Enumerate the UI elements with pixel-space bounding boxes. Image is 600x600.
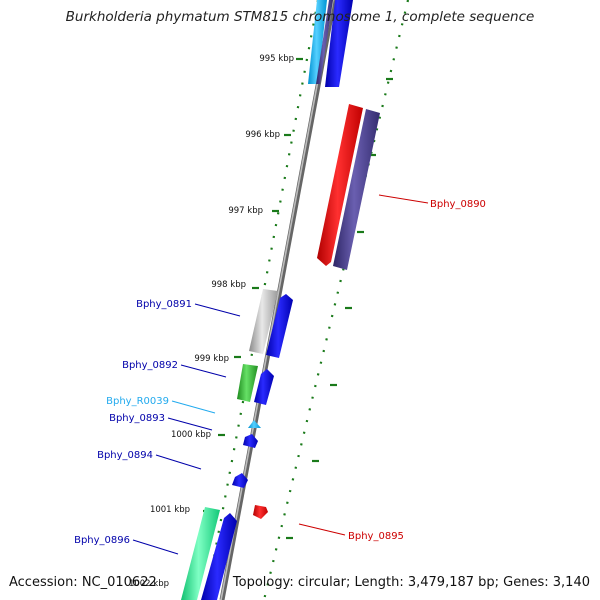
gene-feature-bphy-0891-gray — [249, 289, 278, 354]
tick-label-998: 998 kbp — [211, 280, 246, 290]
gene-feature-bphy-0890-red — [317, 104, 363, 266]
label-connectors — [132, 194, 429, 555]
tick-label-1001: 1001 kbp — [150, 505, 190, 515]
gene-feature-bphy-0890-purple — [333, 109, 380, 270]
gene-feature-bphy-0896-green — [181, 507, 220, 600]
backbone — [219, 0, 337, 600]
gene-label-bphy-0892[interactable]: Bphy_0892 — [122, 360, 178, 371]
gene-label-bphy-0894[interactable]: Bphy_0894 — [97, 450, 153, 461]
tick-label-1002: 1002 kbp — [129, 579, 169, 589]
tick-label-999: 999 kbp — [194, 354, 229, 364]
tick-label-996: 996 kbp — [245, 130, 280, 140]
gene-feature-top-blue — [325, 0, 353, 87]
accession-text: Accession: NC_010622 — [9, 575, 157, 590]
gene-label-bphy-r0039[interactable]: Bphy_R0039 — [106, 396, 169, 407]
gene-label-bphy-0896[interactable]: Bphy_0896 — [74, 535, 130, 546]
gene-feature-bphy-0893 — [243, 434, 258, 448]
gene-feature-top-purple — [316, 0, 333, 84]
gene-label-bphy-0890[interactable]: Bphy_0890 — [430, 199, 486, 210]
gene-label-bphy-0893[interactable]: Bphy_0893 — [109, 413, 165, 424]
topology-text: Topology: circular; Length: 3,479,187 bp… — [232, 575, 590, 590]
gene-feature-bphy-0891-blue — [266, 294, 293, 358]
gene-feature-bphy-0892-blue — [254, 369, 274, 405]
gene-feature-bphy-0894 — [232, 473, 248, 488]
gene-feature-bphy-0896-blue — [201, 513, 237, 600]
tick-label-997: 997 kbp — [228, 206, 263, 216]
gene-feature-top-cyan — [308, 0, 327, 84]
tick-label-1000: 1000 kbp — [171, 430, 211, 440]
gene-feature-bphy-0895 — [253, 505, 268, 519]
gene-label-bphy-0895[interactable]: Bphy_0895 — [348, 531, 404, 542]
gene-features — [181, 0, 380, 600]
gene-label-bphy-0891[interactable]: Bphy_0891 — [136, 299, 192, 310]
tick-label-995: 995 kbp — [259, 54, 294, 64]
gene-feature-bphy-0892-green — [237, 364, 258, 402]
map-title: Burkholderia phymatum STM815 chromosome … — [65, 9, 535, 25]
gene-feature-bphy-r0039 — [248, 420, 261, 428]
